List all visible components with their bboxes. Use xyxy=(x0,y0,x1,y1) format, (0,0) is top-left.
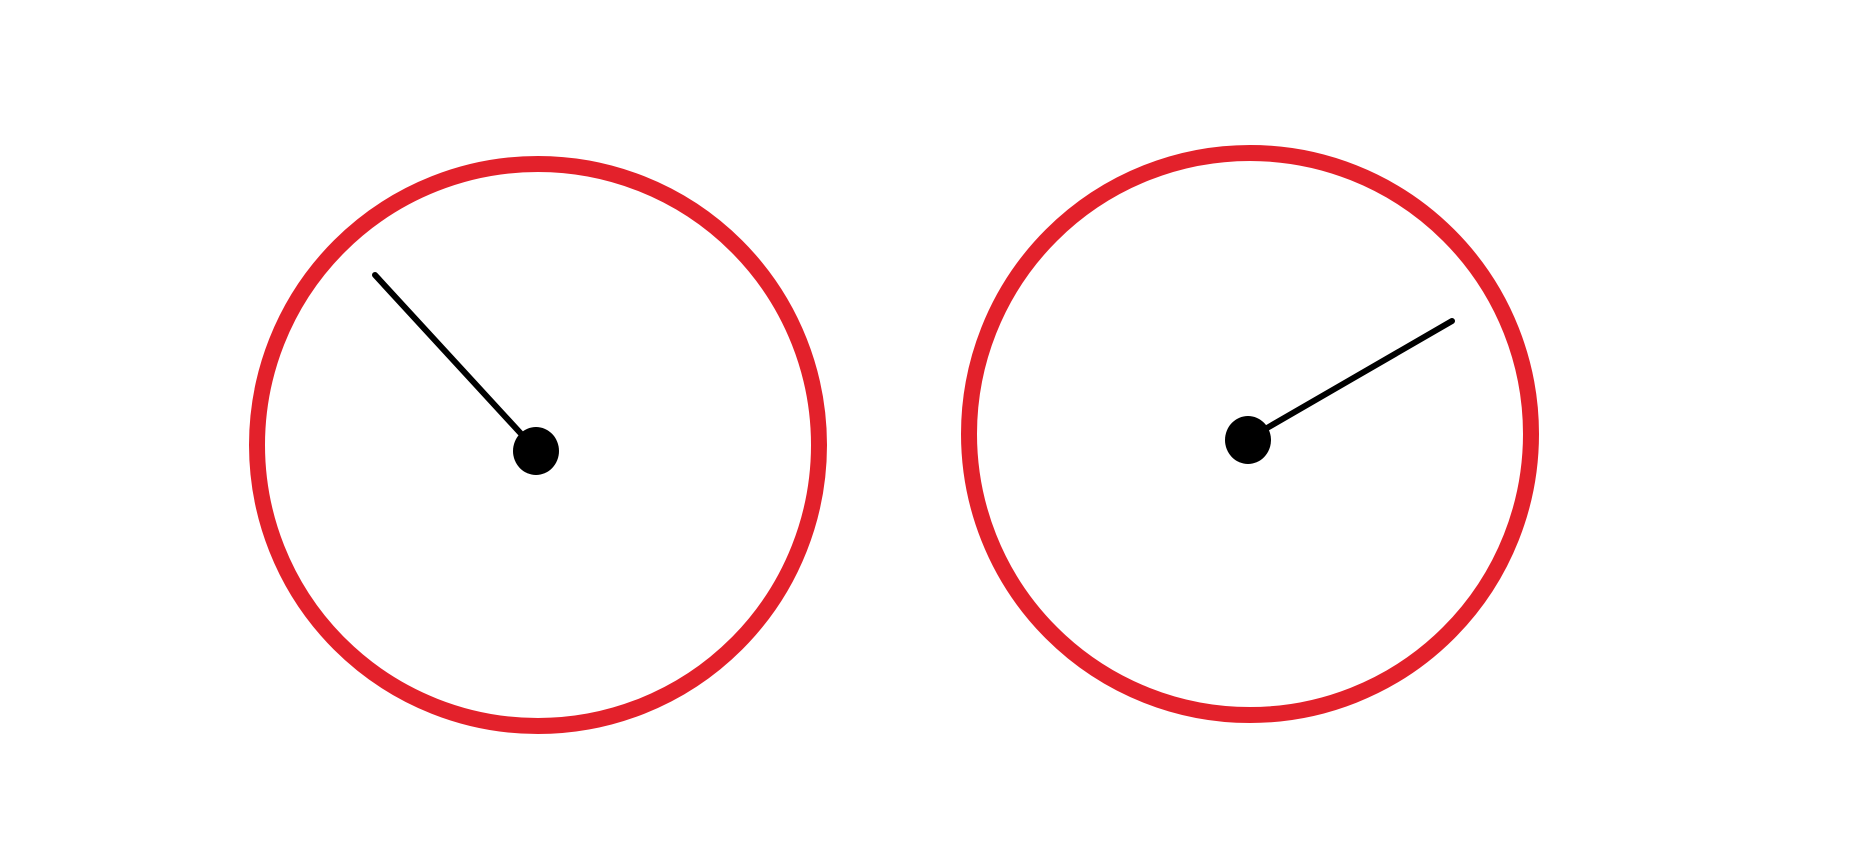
right-dial-hand xyxy=(1245,318,1455,442)
right-dial xyxy=(961,145,1539,723)
left-dial-hub xyxy=(513,427,559,475)
left-dial xyxy=(249,156,827,734)
right-dial-hub xyxy=(1225,416,1271,464)
left-dial-hand xyxy=(372,272,539,453)
left-dial-ring xyxy=(249,156,827,734)
right-dial-ring xyxy=(961,145,1539,723)
